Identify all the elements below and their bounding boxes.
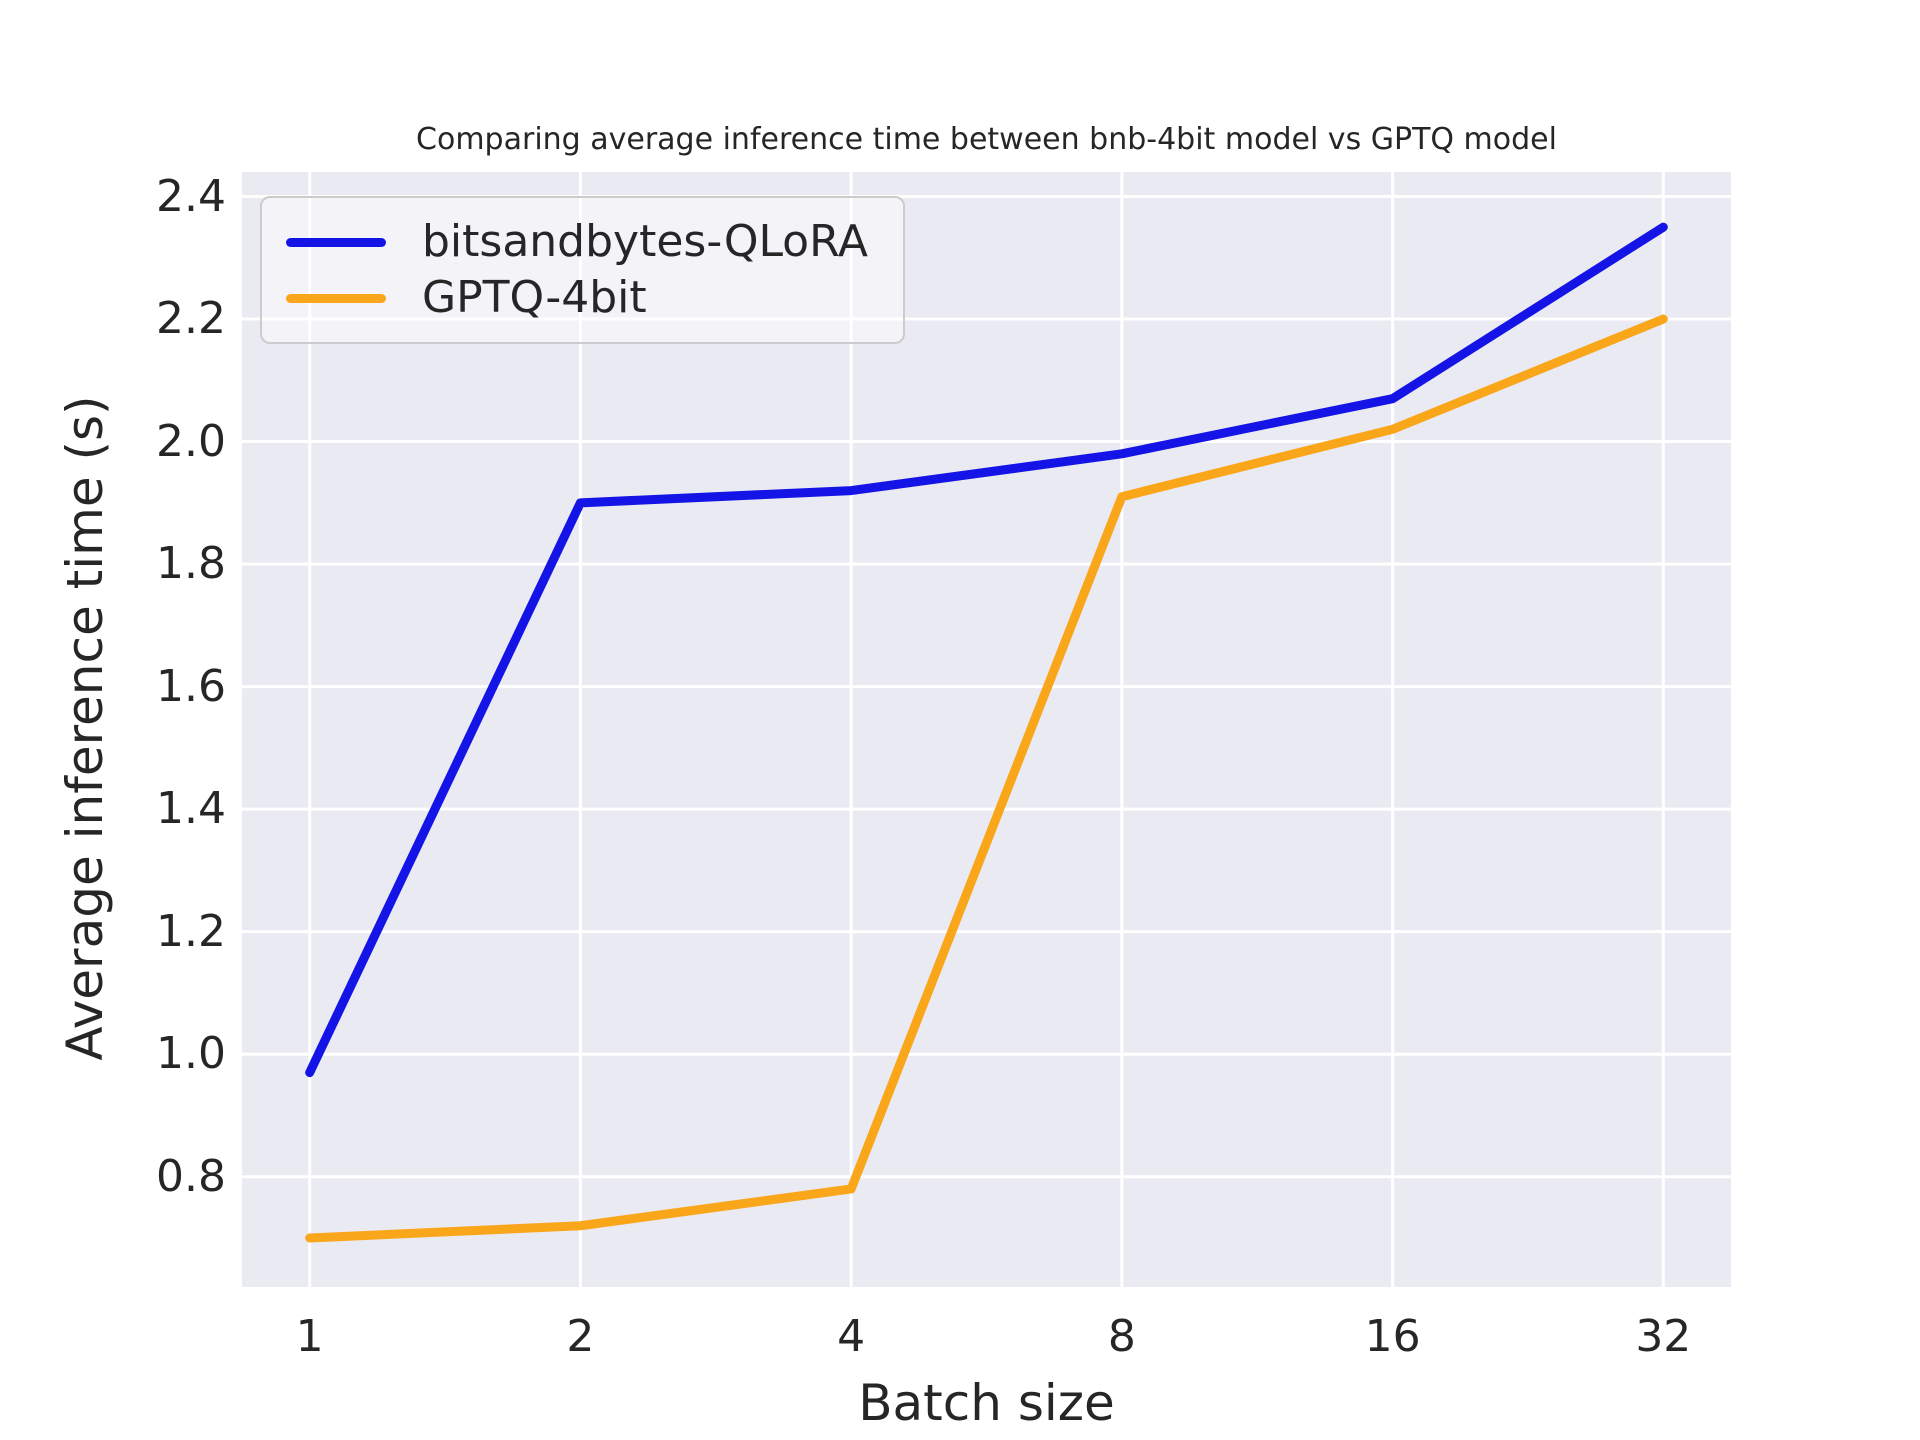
legend-label: GPTQ-4bit: [422, 272, 647, 323]
series-line-GPTQ-4bit: [305, 314, 1668, 1243]
y-tick-label: 1.6: [156, 660, 226, 712]
series-line-bitsandbytes-QLoRA: [305, 222, 1668, 1078]
y-axis-label: Average inference time (s): [56, 395, 114, 1061]
x-tick-label: 2: [566, 1311, 595, 1362]
x-tick-label: 32: [1635, 1311, 1692, 1362]
legend: bitsandbytes-QLoRA GPTQ-4bit: [260, 196, 905, 344]
y-tick-label: 1.8: [156, 538, 226, 590]
legend-line-sample: [286, 237, 386, 247]
x-tick-label: 16: [1364, 1311, 1421, 1362]
chart-title: Comparing average inference time between…: [416, 122, 1557, 157]
y-tick-label: 1.0: [156, 1028, 226, 1080]
y-tick-label: 1.2: [156, 905, 226, 957]
x-tick-label: 8: [1107, 1311, 1136, 1362]
y-tick-label: 1.4: [156, 783, 226, 835]
x-axis-label: Batch size: [858, 1374, 1115, 1432]
legend-entry: GPTQ-4bit: [286, 270, 879, 326]
x-tick-label: 4: [837, 1311, 866, 1362]
y-tick-label: 0.8: [156, 1150, 226, 1202]
y-tick-label: 2.4: [156, 170, 226, 222]
y-tick-label: 2.0: [156, 415, 226, 467]
legend-label: bitsandbytes-QLoRA: [422, 216, 868, 267]
legend-entry: bitsandbytes-QLoRA: [286, 214, 879, 270]
y-tick-label: 2.2: [156, 293, 226, 345]
x-tick-label: 1: [295, 1311, 324, 1362]
legend-line-sample: [286, 293, 386, 303]
